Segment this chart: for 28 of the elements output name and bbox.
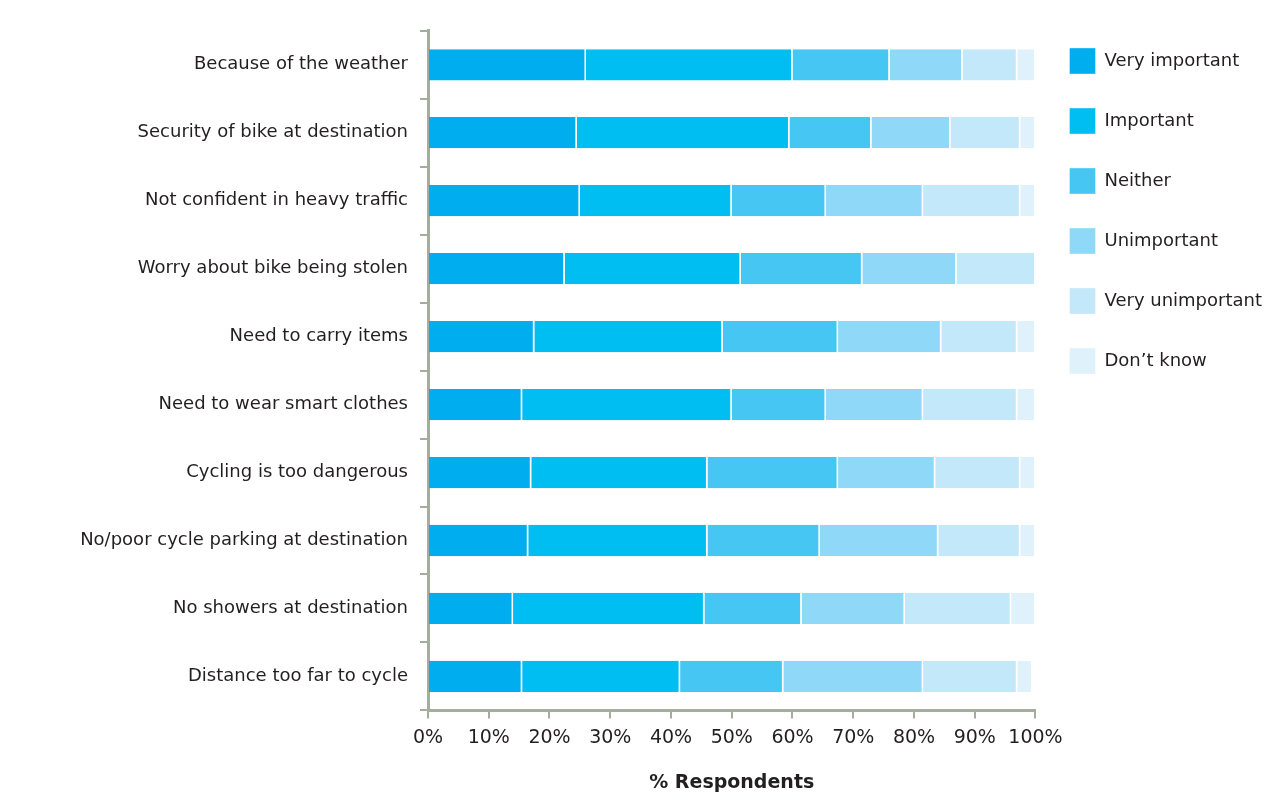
x-tick-label: 50% [710,724,753,747]
x-tick-label: 0% [412,724,444,747]
x-tick-label: 10% [467,724,510,747]
legend-label: Very unimportant [1104,288,1263,310]
legend-label: Don’t know [1104,348,1207,370]
legend-label: Very important [1104,48,1240,70]
x-tick-label: 100% [1008,724,1063,747]
y-tick-label: Security of bike at destination [137,120,408,142]
legend-label: Important [1104,108,1194,130]
legend-label: Neither [1104,168,1172,190]
x-tick-label: 20% [528,724,571,747]
x-tick-label: 80% [892,724,936,747]
y-tick-label: Because of the weather [193,52,409,74]
x-tick-label: 90% [953,724,996,747]
y-tick-label: Not confident in heavy traffic [144,188,408,210]
legend-label: Unimportant [1104,228,1219,250]
x-tick-label: 30% [589,724,632,747]
x-tick-label: 60% [771,724,814,747]
y-tick-label: Need to carry items [229,324,408,346]
y-tick-label: Distance too far to cycle [187,664,408,686]
y-tick-label: Worry about bike being stolen [137,256,408,278]
y-tick-label: Need to wear smart clothes [158,392,408,414]
y-tick-label: No/poor cycle parking at destination [80,528,408,550]
y-tick-label: Cycling is too dangerous [186,460,408,482]
x-tick-label: 70% [832,724,875,747]
x-axis-title: % Respondents [649,769,815,792]
y-tick-label: No showers at destination [173,596,408,618]
x-tick-label: 40% [649,724,693,747]
